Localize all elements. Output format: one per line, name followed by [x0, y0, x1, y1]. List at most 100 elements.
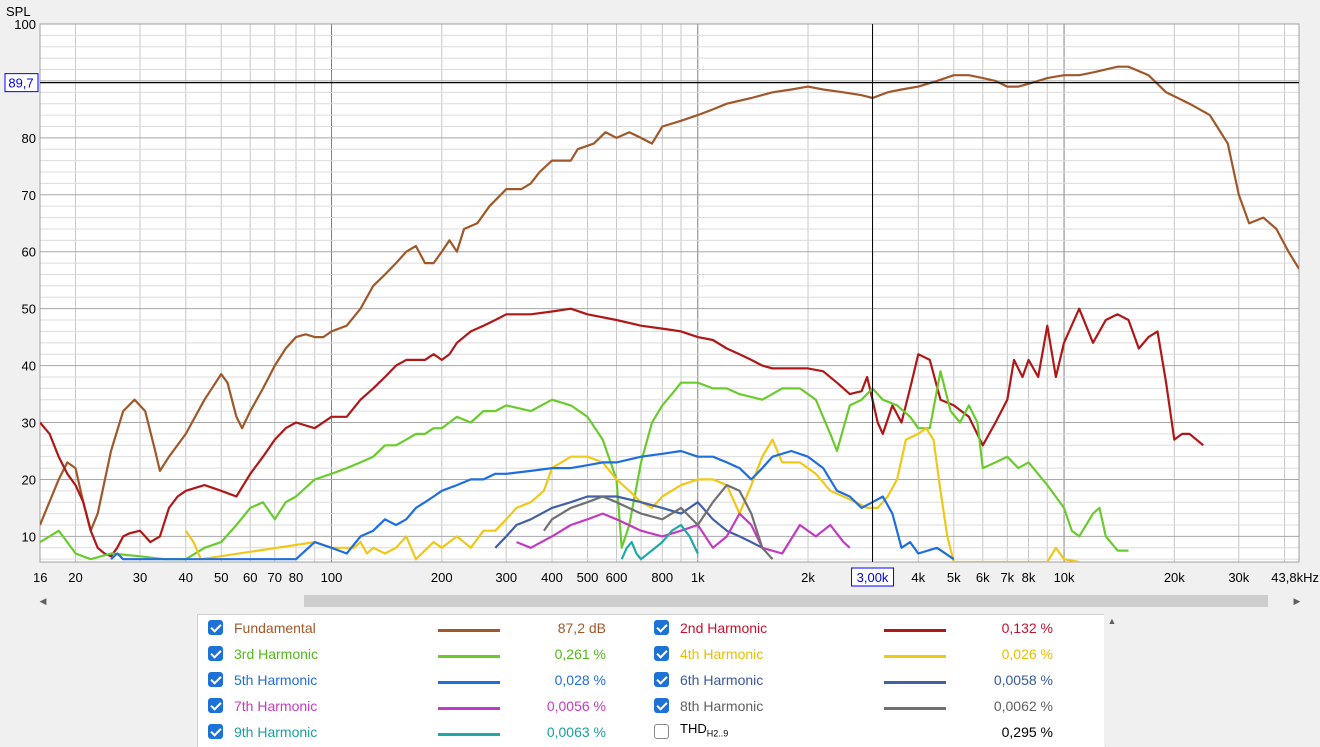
plot-area[interactable] — [40, 24, 1299, 562]
legend-4th-harmonic-label-text: 4th Harmonic — [680, 646, 764, 662]
series-lines — [40, 65, 1299, 562]
x-tick-label: 20 — [68, 570, 82, 585]
x-tick-label: 20k — [1164, 570, 1185, 585]
legend-fundamental-label: Fundamental — [234, 620, 316, 636]
x-tick-label: 10k — [1054, 570, 1075, 585]
series-line-5th-harmonic — [110, 449, 955, 561]
x-tick-label: 43,8kHz — [1271, 570, 1319, 585]
legend-scrollbar[interactable]: ▲ — [1104, 614, 1120, 746]
legend-row: 5th Harmonic 0,028 % 6th Harmonic 0,0058 % — [198, 667, 1105, 693]
x-tick-label: 70 — [268, 570, 282, 585]
legend-3rd-harmonic-label: 3rd Harmonic — [234, 646, 318, 662]
legend-5th-harmonic-item[interactable]: 5th Harmonic 0,028 % — [208, 667, 648, 693]
x-tick-label: 5k — [947, 570, 961, 585]
x-tick-label: 600 — [606, 570, 628, 585]
x-tick-label: 40 — [179, 570, 193, 585]
legend-thd-value: 0,295 % — [1001, 724, 1053, 740]
legend-9th-harmonic-value: 0,0063 % — [546, 724, 606, 740]
legend-6th-harmonic-value: 0,0058 % — [993, 672, 1053, 688]
legend-7th-harmonic-label-text: 7th Harmonic — [234, 698, 318, 714]
series-line-fundamental — [40, 65, 1299, 532]
legend-4th-harmonic-checkbox[interactable] — [654, 646, 669, 661]
legend-panel: Fundamental 87,2 dB 2nd Harmonic 0,132 % 3rd… — [197, 614, 1106, 747]
x-tick-label: 500 — [577, 570, 599, 585]
y-tick-label: 30 — [22, 416, 36, 431]
legend-thd-label-text: THD — [680, 721, 707, 736]
legend-7th-harmonic-value: 0,0056 % — [546, 698, 606, 714]
legend-5th-harmonic-label-text: 5th Harmonic — [234, 672, 318, 688]
legend-row: 3rd Harmonic 0,261 % 4th Harmonic 0,026 % — [198, 641, 1105, 667]
legend-2nd-harmonic-label-text: 2nd Harmonic — [680, 620, 768, 636]
cursor-x-readout-box — [851, 567, 895, 587]
legend-4th-harmonic-value: 0,026 % — [1001, 646, 1053, 662]
series-line-6th-harmonic — [494, 495, 763, 549]
legend-8th-harmonic-line-swatch — [884, 707, 946, 710]
legend-thd-checkbox[interactable] — [654, 724, 669, 739]
y-tick-label: 60 — [22, 245, 36, 260]
x-tick-label: 50 — [214, 570, 228, 585]
scroll-left-icon[interactable]: ◀ — [39, 596, 47, 606]
legend-6th-harmonic-line-swatch — [884, 681, 946, 684]
legend-fundamental-checkbox[interactable] — [208, 620, 223, 635]
x-tick-label: 4k — [911, 570, 925, 585]
legend-3rd-harmonic-item[interactable]: 3rd Harmonic 0,261 % — [208, 641, 648, 667]
horizontal-scrollbar[interactable]: ◀ ▶ — [36, 592, 1304, 610]
scroll-thumb[interactable] — [304, 595, 1268, 607]
spl-frequency-chart[interactable]: SPL 10 20 30 40 50 60 70 80 100 16 20 30 40 50 60 70 80… — [0, 0, 1320, 592]
legend-4th-harmonic-item[interactable]: 4th Harmonic 0,026 % — [654, 641, 1094, 667]
legend-thd-label-subscript: H2..9 — [706, 728, 729, 739]
legend-thd-item[interactable]: THDH2..9 0,295 % — [654, 719, 1094, 745]
series-line-7th-harmonic — [516, 512, 851, 555]
legend-2nd-harmonic-checkbox[interactable] — [654, 620, 669, 635]
legend-fundamental-line-swatch — [438, 629, 500, 632]
scroll-up-icon[interactable]: ▲ — [1107, 616, 1117, 626]
legend-8th-harmonic-label: 8th Harmonic — [680, 698, 763, 714]
legend-3rd-harmonic-value: 0,261 % — [554, 646, 606, 662]
legend-fundamental-item[interactable]: Fundamental 87,2 dB — [208, 615, 648, 641]
legend-row: 9th Harmonic 0,0063 % THDH2..9 0,295 % — [198, 719, 1105, 745]
y-tick-label: 70 — [22, 188, 36, 203]
legend-6th-harmonic-checkbox[interactable] — [654, 672, 669, 687]
y-tick-label: 20 — [22, 472, 36, 487]
x-tick-label: 100 — [321, 570, 343, 585]
x-tick-label: 8k — [1022, 570, 1036, 585]
cursor-y-readout: 89,7 — [8, 76, 33, 91]
legend-8th-harmonic-checkbox[interactable] — [654, 698, 669, 713]
series-line-2nd-harmonic — [40, 307, 1205, 558]
legend-fundamental-value: 87,2 dB — [557, 620, 606, 636]
x-tick-label: 60 — [243, 570, 257, 585]
legend-9th-harmonic-item[interactable]: 9th Harmonic 0,0063 % — [208, 719, 648, 745]
legend-3rd-harmonic-checkbox[interactable] — [208, 646, 223, 661]
x-tick-label: 6k — [976, 570, 990, 585]
x-tick-label: 80 — [289, 570, 303, 585]
y-tick-label: 100 — [14, 17, 36, 32]
plot-border — [39, 23, 1300, 563]
legend-fundamental-label-text: Fundamental — [234, 620, 316, 636]
legend-7th-harmonic-checkbox[interactable] — [208, 698, 223, 713]
scroll-right-icon[interactable]: ▶ — [1293, 596, 1301, 606]
legend-4th-harmonic-line-swatch — [884, 655, 946, 658]
series-line-9th-harmonic — [620, 523, 699, 561]
legend-2nd-harmonic-label: 2nd Harmonic — [680, 620, 767, 636]
series-line-8th-harmonic — [543, 484, 774, 560]
x-tick-label: 30k — [1228, 570, 1249, 585]
x-tick-label: 1k — [691, 570, 705, 585]
legend-7th-harmonic-item[interactable]: 7th Harmonic 0,0056 % — [208, 693, 648, 719]
legend-7th-harmonic-line-swatch — [438, 707, 500, 710]
legend-row: Fundamental 87,2 dB 2nd Harmonic 0,132 % — [198, 615, 1105, 641]
legend-8th-harmonic-label-text: 8th Harmonic — [680, 698, 764, 714]
legend-8th-harmonic-value: 0,0062 % — [993, 698, 1053, 714]
legend-thd-label: THDH2..9 — [680, 721, 728, 739]
y-axis-ticks: 10 20 30 40 50 60 70 80 100 — [14, 17, 36, 544]
x-tick-label: 30 — [133, 570, 147, 585]
legend-8th-harmonic-item[interactable]: 8th Harmonic 0,0062 % — [654, 693, 1094, 719]
x-axis-ticks: 16 20 30 40 50 60 70 80 100 200 300 400 500 600 800 1k 2… — [33, 570, 1319, 585]
cursor-y-readout-box — [4, 73, 39, 93]
legend-row: 7th Harmonic 0,0056 % 8th Harmonic 0,0062 % — [198, 693, 1105, 719]
y-tick-label: 10 — [22, 529, 36, 544]
legend-9th-harmonic-checkbox[interactable] — [208, 724, 223, 739]
legend-2nd-harmonic-item[interactable]: 2nd Harmonic 0,132 % — [654, 615, 1094, 641]
legend-5th-harmonic-checkbox[interactable] — [208, 672, 223, 687]
legend-6th-harmonic-item[interactable]: 6th Harmonic 0,0058 % — [654, 667, 1094, 693]
legend-6th-harmonic-label: 6th Harmonic — [680, 672, 763, 688]
